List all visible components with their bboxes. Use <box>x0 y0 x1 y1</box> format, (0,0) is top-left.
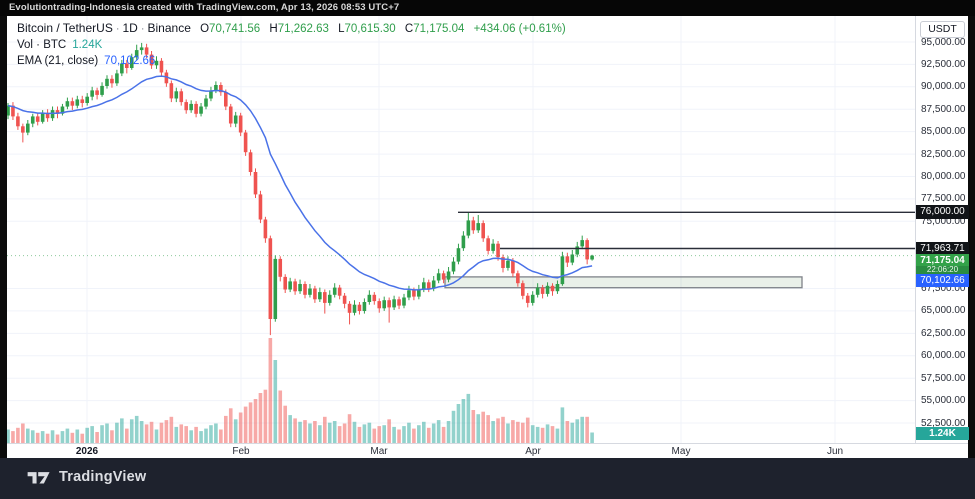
time-tick-label: May <box>671 446 691 457</box>
volume-label[interactable]: Vol · BTC <box>17 39 67 51</box>
high-value: 71,262.63 <box>277 23 329 35</box>
price-tick-label: 80,000.00 <box>921 171 966 182</box>
hline-price-label-76000: 76,000.00 <box>916 205 969 219</box>
close-label: C <box>404 23 414 35</box>
price-tick-label: 92,500.00 <box>921 58 966 70</box>
price-tick-label: 95,000.00 <box>921 36 966 48</box>
currency-toggle-button[interactable]: USDT <box>920 21 965 38</box>
price-axis[interactable]: USDT 76,000.00 71,963.71 71,175.04 22:06… <box>915 16 969 458</box>
interval-value[interactable]: 1D <box>122 21 138 35</box>
ema-price-label: 70,102.66 <box>916 274 969 287</box>
price-tick-label: 65,000.00 <box>921 305 966 317</box>
ema-line <box>7 75 593 291</box>
symbol-title[interactable]: Bitcoin / TetherUS <box>17 21 113 35</box>
footer-bar: TradingView <box>0 458 975 499</box>
candlesticks <box>7 42 594 336</box>
attribution-text: Evolutiontrading-Indonesia created with … <box>9 2 400 13</box>
volume-bars <box>7 338 594 443</box>
supply-demand-zone-drawing[interactable] <box>444 276 803 289</box>
price-chart-canvas[interactable] <box>7 16 915 443</box>
chart-pane[interactable] <box>7 16 915 443</box>
price-tick-label: 62,500.00 <box>921 327 966 339</box>
symbol-legend-row[interactable]: Bitcoin / TetherUS · 1D · Binance O70,741.56… <box>17 21 566 35</box>
gridlines <box>7 16 915 443</box>
price-tick-label: 75,000.00 <box>921 215 966 227</box>
price-tick-label: 87,500.00 <box>921 103 966 115</box>
hline-price-label-71963: 71,963.71 <box>916 241 969 256</box>
time-tick-label: Mar <box>370 446 388 457</box>
time-tick-label: Jun <box>826 446 844 457</box>
price-tick-label: 57,500.00 <box>921 372 966 384</box>
attribution-bar: Evolutiontrading-Indonesia created with … <box>0 0 975 16</box>
price-tick-label: 67,500.00 <box>921 283 966 294</box>
tradingview-logo-text: TradingView <box>59 469 147 485</box>
price-tick-label: 82,500.00 <box>921 148 966 160</box>
price-tick-label: 77,500.00 <box>921 193 966 205</box>
time-tick-label: Feb <box>232 446 250 457</box>
price-tick-label: 85,000.00 <box>921 126 966 138</box>
right-toolbar-collapsed <box>968 16 975 458</box>
ema-value: 70,102.66 <box>104 55 156 67</box>
time-tick-label: 2026 <box>75 446 99 457</box>
ema-legend-row[interactable]: EMA (21, close) 70,102.66 <box>17 54 566 69</box>
time-tick-label: Apr <box>525 446 541 457</box>
chart-legend: Bitcoin / TetherUS · 1D · Binance O70,741.56… <box>17 21 566 70</box>
open-label: O <box>200 23 210 35</box>
last-price-value: 71,175.04 <box>920 254 965 266</box>
close-value: 71,175.04 <box>413 23 465 35</box>
price-tick-label: 60,000.00 <box>921 350 966 362</box>
left-toolbar-collapsed <box>0 16 7 458</box>
high-label: H <box>269 23 278 35</box>
low-value: 70,615.30 <box>344 23 396 35</box>
bar-countdown: 22:06:20 <box>916 265 969 274</box>
exchange-name[interactable]: Binance <box>147 21 191 35</box>
open-value: 70,741.56 <box>209 23 261 35</box>
last-price-label: 71,175.04 22:06:20 <box>916 253 969 274</box>
price-tick-label: 55,000.00 <box>921 395 966 407</box>
volume-value: 1.24K <box>72 39 103 51</box>
low-label: L <box>338 23 345 35</box>
price-tick-label: 52,500.00 <box>921 417 966 429</box>
time-axis[interactable]: 2026 Feb Mar Apr May Jun <box>7 443 968 458</box>
tradingview-logo[interactable]: TradingView <box>26 467 146 487</box>
volume-axis-label: 1.24K <box>916 427 969 440</box>
change-value: +434.06 (+0.61%) <box>473 23 566 35</box>
tradingview-logo-icon <box>27 472 50 484</box>
volume-legend-row[interactable]: Vol · BTC 1.24K <box>17 38 566 53</box>
price-tick-label: 90,000.00 <box>921 81 966 93</box>
ema-label[interactable]: EMA (21, close) <box>17 55 99 67</box>
